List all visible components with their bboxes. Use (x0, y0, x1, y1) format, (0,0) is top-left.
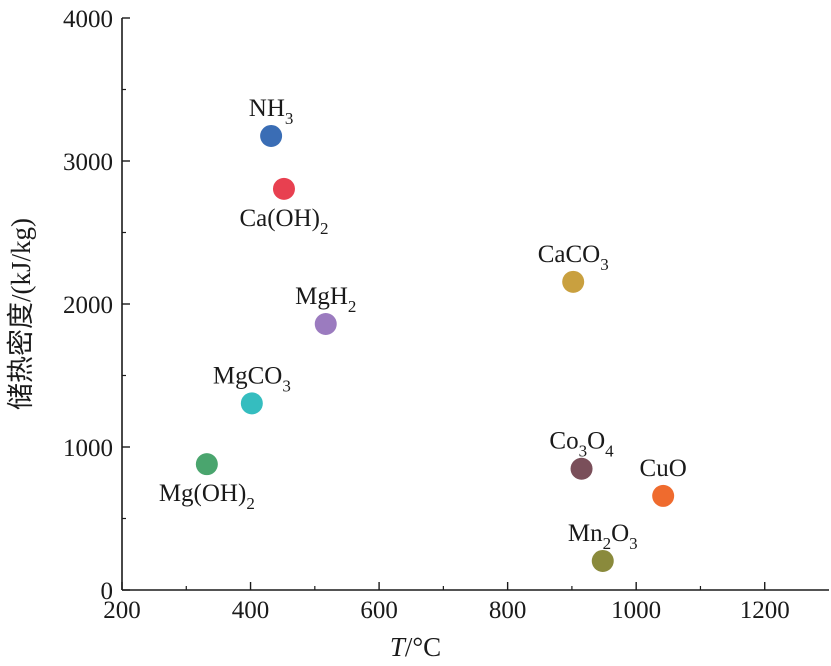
data-point-mgco3 (240, 392, 263, 415)
y-tick-label: 2000 (63, 292, 113, 319)
y-tick-label: 4000 (63, 6, 113, 33)
data-label-cuo: CuO (640, 455, 687, 482)
plot-area: 200 400 600 800 1000 1200 0 1000 2000 3000 4000 T/°… (6, 6, 829, 662)
x-tick-label: 400 (232, 597, 270, 624)
y-tick-label: 3000 (63, 149, 113, 176)
data-point-cuo (652, 484, 675, 507)
data-point-co3o4 (570, 457, 593, 480)
data-label-caco3: CaCO3 (538, 241, 609, 274)
y-axis-label: 储热密度/(kJ/kg) (6, 218, 36, 410)
x-tick-label: 200 (103, 597, 141, 624)
data-label-mn2o3: Mn2O3 (568, 520, 638, 553)
y-tick-label: 1000 (63, 435, 113, 462)
x-tick-label: 1200 (740, 597, 790, 624)
x-tick-label: 600 (360, 597, 398, 624)
x-tick-label: 800 (489, 597, 527, 624)
x-tick-label: 1000 (611, 597, 661, 624)
data-label-co3o4: Co3O4 (549, 428, 614, 461)
data-point-mn2o3 (591, 549, 614, 572)
data-label-caoh2: Ca(OH)2 (239, 205, 328, 238)
data-label-mgoh2: Mg(OH)2 (159, 480, 255, 513)
data-point-nh3 (260, 124, 283, 147)
data-label-mgco3: MgCO3 (213, 362, 291, 395)
x-axis-label: T/°C (390, 632, 441, 662)
data-point-caoh2 (272, 177, 295, 200)
y-tick-label: 0 (101, 578, 114, 605)
data-point-mgoh2 (195, 453, 218, 476)
data-point-mgh2 (314, 313, 337, 336)
data-label-mgh2: MgH2 (295, 283, 356, 316)
data-label-nh3: NH3 (249, 95, 294, 128)
data-point-caco3 (562, 270, 585, 293)
